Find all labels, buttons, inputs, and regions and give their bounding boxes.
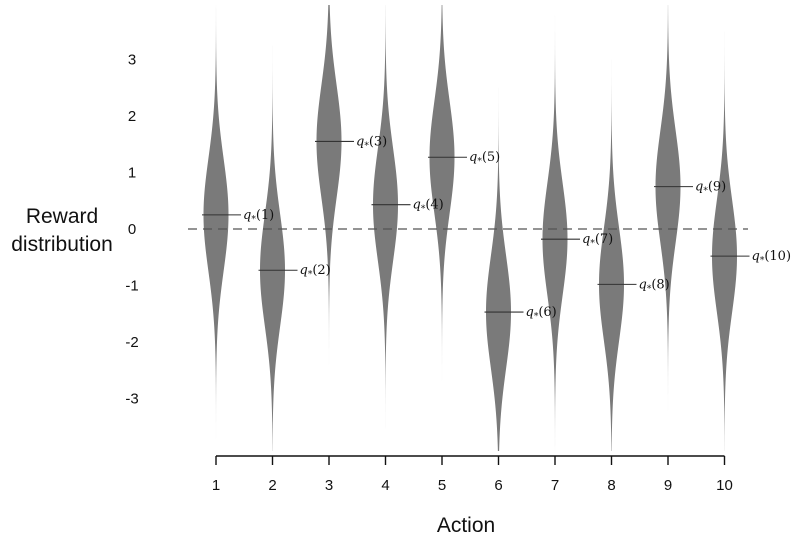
violin-action-5 bbox=[429, 5, 455, 451]
violin-action-9 bbox=[655, 5, 681, 451]
violin-action-1 bbox=[203, 5, 229, 451]
mean-label-action-3: q*(3) bbox=[356, 134, 387, 151]
y-tick-label: 1 bbox=[128, 165, 136, 182]
mean-label-action-1: q*(1) bbox=[243, 208, 274, 225]
violins-layer bbox=[203, 5, 737, 451]
violin-action-4 bbox=[373, 5, 398, 451]
y-tick-label: -3 bbox=[125, 391, 138, 408]
violin-action-6 bbox=[486, 5, 511, 451]
y-tick-label: 2 bbox=[128, 108, 136, 125]
violin-action-8 bbox=[599, 5, 624, 451]
mean-label-action-5: q*(5) bbox=[469, 150, 500, 167]
y-tick-label: -1 bbox=[125, 278, 138, 295]
mean-label-action-6: q*(6) bbox=[526, 305, 557, 322]
x-tick-label: 6 bbox=[494, 477, 502, 494]
x-axis: 1 2 3 4 5 6 7 8 9 10 bbox=[212, 455, 733, 494]
mean-lines-layer: q*(1) q*(2) q*(3) q*(4) q*(5) q*(6) q*(7) q*(8)… bbox=[202, 134, 791, 322]
y-tick-label: -2 bbox=[125, 334, 138, 351]
mean-label-action-7: q*(7) bbox=[582, 232, 613, 249]
y-axis-title-line-1: Reward bbox=[26, 205, 98, 228]
x-tick-label: 2 bbox=[268, 477, 276, 494]
x-axis-title: Action bbox=[437, 514, 495, 537]
violin-action-3 bbox=[316, 5, 342, 451]
y-tick-label: 0 bbox=[128, 221, 136, 238]
y-axis-title-line-2: distribution bbox=[11, 233, 113, 256]
x-tick-label: 5 bbox=[438, 477, 446, 494]
x-tick-label: 9 bbox=[664, 477, 672, 494]
violin-action-2 bbox=[260, 5, 285, 451]
y-tick-label: 3 bbox=[128, 52, 136, 69]
x-tick-label: 4 bbox=[381, 477, 389, 494]
mean-label-action-4: q*(4) bbox=[413, 198, 444, 215]
mean-label-action-9: q*(9) bbox=[695, 180, 726, 197]
x-tick-label: 1 bbox=[212, 477, 220, 494]
violin-action-10 bbox=[712, 5, 737, 451]
x-tick-label: 3 bbox=[325, 477, 333, 494]
y-axis-ticks: 3 2 1 0 -1 -2 -3 bbox=[125, 52, 138, 408]
violin-action-7 bbox=[542, 5, 568, 451]
mean-label-action-10: q*(10) bbox=[752, 249, 792, 266]
x-tick-label: 8 bbox=[607, 477, 615, 494]
x-tick-label: 7 bbox=[551, 477, 559, 494]
mean-label-action-8: q*(8) bbox=[639, 277, 670, 294]
mean-label-action-2: q*(2) bbox=[300, 263, 331, 280]
x-tick-label: 10 bbox=[716, 477, 733, 494]
